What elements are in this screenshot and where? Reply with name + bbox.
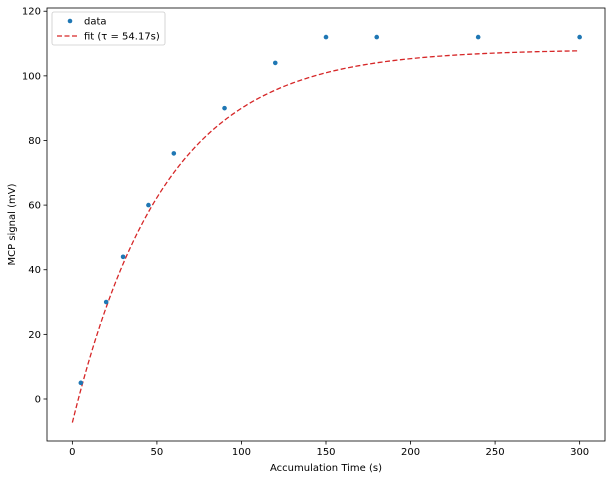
y-tick-label: 80 xyxy=(28,136,41,147)
legend-box xyxy=(51,11,166,46)
y-tick-label: 100 xyxy=(22,71,41,82)
y-tick-label: 120 xyxy=(22,7,41,18)
data-point xyxy=(323,34,329,40)
data-point xyxy=(120,254,126,260)
x-tick-label: 200 xyxy=(401,447,420,458)
data-point xyxy=(374,34,380,40)
axes-frame xyxy=(46,7,606,442)
data-point xyxy=(272,60,278,66)
data-point xyxy=(475,34,481,40)
y-tick-label: 20 xyxy=(28,330,41,341)
y-tick-label: 60 xyxy=(28,201,41,212)
x-tick-label: 0 xyxy=(69,447,75,458)
x-tick-label: 100 xyxy=(232,447,251,458)
x-tick-label: 150 xyxy=(316,447,335,458)
x-axis-ticks: 0 50 100 150 200 250 300 xyxy=(69,441,589,458)
x-axis-label: Accumulation Time (s) xyxy=(270,463,382,474)
x-tick-label: 50 xyxy=(151,447,164,458)
legend-data-label: data xyxy=(84,17,107,28)
data-point xyxy=(222,105,227,111)
x-tick-label: 300 xyxy=(570,447,589,458)
y-axis-ticks: 0 20 40 60 80 100 120 xyxy=(22,7,47,405)
data-point xyxy=(171,151,177,156)
plot-area xyxy=(46,7,606,442)
y-tick-label: 0 xyxy=(35,394,41,405)
y-tick-label: 40 xyxy=(28,265,41,276)
legend-fit-label: fit (τ = 54.17s) xyxy=(84,32,160,43)
y-axis-label: MCP signal (mV) xyxy=(7,183,18,265)
data-point xyxy=(146,202,151,208)
x-tick-label: 250 xyxy=(486,447,505,458)
data-point xyxy=(103,299,109,305)
data-point xyxy=(78,380,84,386)
legend-data-marker xyxy=(67,18,73,24)
fit-curve xyxy=(71,50,580,423)
legend: data fit (τ = 54.17s) xyxy=(51,11,166,46)
data-point xyxy=(577,34,582,40)
